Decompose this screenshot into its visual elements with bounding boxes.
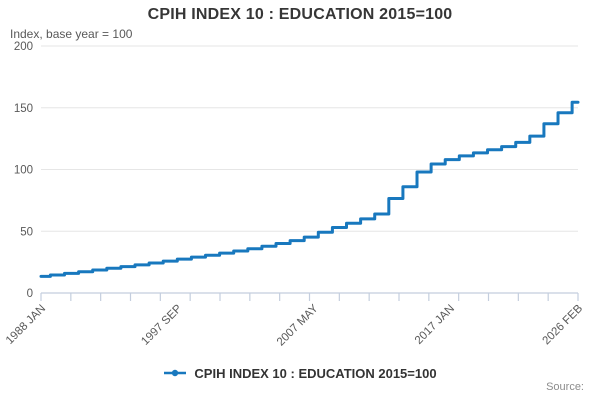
x-tick-label: 2017 JAN — [413, 303, 457, 347]
line-chart-plot-area: 0 50 100 150 200 1988 JAN 1997 SEP 2007 MAY 2017… — [4, 41, 585, 348]
y-tick-label-100: 100 — [14, 165, 33, 177]
legend-series-label: CPIH INDEX 10 : EDUCATION 2015=100 — [194, 365, 437, 381]
x-tick-label: 1997 SEP — [139, 302, 184, 347]
y-axis-unit-label: Index, base year = 100 — [10, 27, 133, 41]
y-tick-label-0: 0 — [27, 288, 33, 300]
y-tick-label-150: 150 — [14, 103, 33, 115]
legend-line-marker-icon — [164, 369, 187, 377]
y-tick-label-200: 200 — [14, 41, 33, 53]
chart-title: CPIH INDEX 10 : EDUCATION 2015=100 — [147, 6, 453, 23]
x-tick-label: 2007 MAY — [275, 302, 321, 348]
series-line — [39, 100, 580, 278]
x-tick-label: 1988 JAN — [4, 303, 48, 347]
y-tick-label-50: 50 — [20, 226, 33, 238]
x-tick-label: 2026 FEB — [540, 302, 585, 347]
legend: CPIH INDEX 10 : EDUCATION 2015=100 — [0, 363, 600, 383]
source-label: Source: — [546, 381, 584, 393]
